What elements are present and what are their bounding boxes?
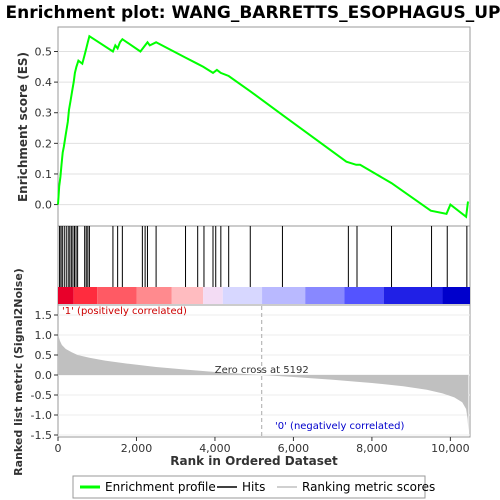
heatmap-segment [136, 287, 172, 304]
es-y-axis-title: Enrichment score (ES) [16, 52, 30, 202]
es-y-tick-label: 0.4 [35, 76, 53, 89]
metric-y-axis-title: Ranked list metric (Signal2Noise) [12, 268, 25, 476]
heatmap-segment [383, 287, 443, 304]
heatmap-segment [442, 287, 470, 304]
es-plot-area [57, 26, 471, 227]
es-y-tick-label: 0.3 [35, 107, 53, 120]
heatmap-segment [262, 287, 306, 304]
es-y-tick-label: 0.1 [35, 168, 53, 181]
es-grid [58, 50, 470, 206]
heatmap-segment [73, 287, 98, 304]
metric-x-tick-label: 8,000 [356, 442, 388, 455]
zero-cross-label: Zero cross at 5192 [215, 365, 309, 376]
heatmap-segment [305, 287, 345, 304]
metric-y-tick-label: 0.0 [35, 369, 53, 382]
heatmap-segment [222, 287, 263, 304]
legend-label: Ranking metric scores [302, 480, 435, 494]
metric-y-tick-label: 0.5 [35, 349, 53, 362]
metric-y-tick-label: 1.0 [35, 329, 53, 342]
metric-y-tick-label: -0.5 [31, 389, 52, 402]
negative-correlation-label: '0' (negatively correlated) [275, 421, 404, 432]
metric-x-tick-label: 0 [55, 442, 62, 455]
metric-x-tick-label: 10,000 [431, 442, 470, 455]
metric-y-axis: -1.5 -1.0 -0.5 0.0 0.5 1.0 1.5 [31, 309, 58, 442]
positive-correlation-label: '1' (positively correlated) [62, 306, 187, 317]
legend-label: Hits [242, 480, 265, 494]
rank-heatmap-bar [58, 287, 470, 304]
heatmap-segment [344, 287, 384, 304]
heatmap-segment [171, 287, 204, 304]
legend: Enrichment profile Hits Ranking metric sco… [80, 480, 435, 494]
metric-x-tick-label: 6,000 [278, 442, 310, 455]
es-y-tick-label: 0.2 [35, 137, 53, 150]
metric-y-tick-label: -1.0 [31, 409, 52, 422]
metric-x-axis-title: Rank in Ordered Dataset [170, 454, 338, 468]
heatmap-segment [203, 287, 223, 304]
metric-x-axis: 0 2,000 4,000 6,000 8,000 10,000 [55, 437, 470, 455]
metric-y-tick-label: -1.5 [31, 429, 52, 442]
chart-title: Enrichment plot: WANG_BARRETTS_ESOPHAGUS… [6, 3, 500, 23]
ranking-metric-area [58, 331, 469, 431]
enrichment-profile-line [57, 34, 469, 219]
hit-markers [59, 226, 468, 287]
es-y-tick-label: 0.0 [35, 199, 53, 212]
metric-x-tick-label: 4,000 [199, 442, 231, 455]
heatmap-segment [58, 287, 74, 304]
legend-label: Enrichment profile [105, 480, 216, 494]
metric-x-tick-label: 2,000 [121, 442, 153, 455]
legend-box [72, 475, 426, 499]
metric-y-tick-label: 1.5 [35, 309, 53, 322]
es-y-tick-label: 0.5 [35, 45, 53, 58]
es-y-axis: 0.0 0.1 0.2 0.3 0.4 0.5 [35, 45, 58, 212]
heatmap-segment [97, 287, 137, 304]
